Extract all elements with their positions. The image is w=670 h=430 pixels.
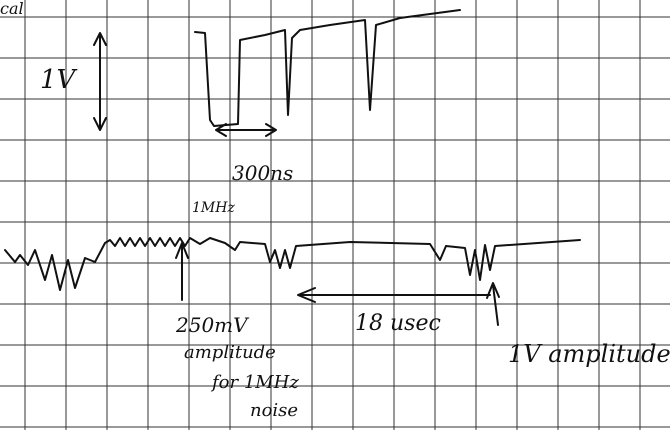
- frequency-label: 1MHz: [192, 200, 235, 216]
- noise-arrow: [176, 243, 188, 300]
- sketch: cal 1V 300ns 1MHz 250mV amplitude for 1M…: [0, 0, 670, 430]
- spike-label: 1V amplitude: [508, 340, 670, 368]
- scale-label: 1V: [40, 65, 78, 95]
- noise-label: noise: [250, 400, 298, 421]
- pulse-trace: [195, 10, 460, 126]
- page: {"annotations": {"corner": "cal", "top_s…: [0, 0, 670, 430]
- noise-label: 250mV: [175, 313, 250, 337]
- corner-label: cal: [0, 0, 24, 18]
- noise-trace: [5, 238, 580, 290]
- period-label: 18 usec: [355, 311, 441, 336]
- noise-label: amplitude: [184, 342, 276, 363]
- width-label: 300ns: [232, 161, 293, 185]
- noise-label: for 1MHz: [210, 372, 299, 393]
- scale-arrow: [94, 33, 106, 130]
